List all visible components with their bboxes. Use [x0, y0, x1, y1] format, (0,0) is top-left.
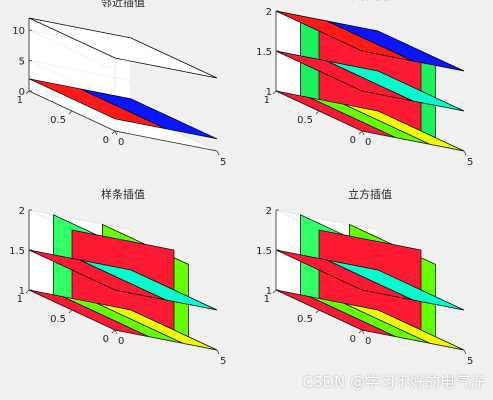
- y-tick-mark: [68, 110, 73, 115]
- y-tick-label: 0.5: [50, 314, 66, 325]
- slice-xy-segment: [326, 20, 465, 72]
- slice-xy-segment: [326, 259, 465, 311]
- y-tick-label: 0: [350, 135, 356, 146]
- x-tick-mark: [216, 150, 220, 156]
- z-tick-label: 1.5: [256, 246, 272, 257]
- y-tick-mark: [272, 90, 277, 95]
- y-tick-mark: [315, 110, 320, 115]
- y-tick-label: 0: [103, 334, 109, 345]
- y-tick-label: 1: [17, 294, 23, 305]
- chart-title: 样条插值: [101, 187, 145, 201]
- z-tick-label: 1: [266, 286, 272, 297]
- y-tick-mark: [68, 309, 73, 314]
- y-tick-label: 0.5: [50, 115, 66, 126]
- z-tick-label: 2: [266, 206, 272, 217]
- x-tick-label: 5: [220, 157, 226, 168]
- slice-xy-segment: [326, 60, 465, 112]
- x-axis-line: [361, 329, 465, 351]
- slice-xy-segment: [28, 17, 218, 79]
- x-tick-mark: [114, 329, 118, 335]
- y-tick-label: 0: [103, 135, 109, 146]
- y-tick-mark: [25, 289, 30, 294]
- x-tick-mark: [361, 130, 365, 136]
- z-tick-label: 2: [266, 7, 272, 18]
- z-tick-label: 1: [19, 286, 25, 297]
- chart-title: 双线性插值: [343, 0, 398, 2]
- x-tick-label: 5: [220, 356, 226, 367]
- x-axis-line: [114, 130, 218, 152]
- x-tick-label: 5: [467, 356, 473, 367]
- x-axis-line: [361, 130, 465, 152]
- x-tick-mark: [463, 150, 467, 156]
- x-tick-mark: [216, 349, 220, 355]
- y-tick-label: 1: [264, 95, 270, 106]
- y-tick-label: 0.5: [297, 115, 313, 126]
- y-tick-mark: [358, 130, 363, 135]
- y-tick-mark: [315, 309, 320, 314]
- chart-title: 邻近插值: [101, 0, 145, 9]
- y-tick-label: 0: [350, 334, 356, 345]
- y-tick-label: 1: [264, 294, 270, 305]
- y-tick-label: 0.5: [297, 314, 313, 325]
- slice-xy-segment: [79, 88, 218, 140]
- x-tick-mark: [463, 349, 467, 355]
- x-tick-label: 0: [118, 137, 124, 148]
- watermark: CSDN @学习不好的电气仔: [302, 373, 485, 391]
- x-tick-label: 5: [467, 157, 473, 168]
- y-tick-mark: [272, 289, 277, 294]
- chart-title: 立方插值: [348, 187, 392, 201]
- z-tick-label: 5: [19, 57, 25, 68]
- chart-panel-2: 0 5 0 0.5 11 1.5 2 双线性插值: [256, 0, 473, 168]
- chart-panel-3: 0 5 0 0.5 11 1.5 2 样条插值: [9, 187, 226, 367]
- x-axis-line: [114, 329, 218, 351]
- y-tick-mark: [111, 130, 116, 135]
- y-tick-mark: [358, 329, 363, 334]
- slice-xy-segment: [79, 259, 218, 311]
- y-tick-mark: [111, 329, 116, 334]
- chart-panel-4: 0 5 0 0.5 11 1.5 2 立方插值: [256, 187, 473, 367]
- z-tick-label: 1.5: [9, 246, 25, 257]
- z-tick-label: 0: [19, 87, 25, 98]
- y-tick-mark: [25, 90, 30, 95]
- z-tick-label: 1.5: [256, 47, 272, 58]
- z-tick-label: 10: [12, 26, 25, 37]
- x-tick-mark: [114, 130, 118, 136]
- y-tick-label: 1: [17, 95, 23, 106]
- x-tick-mark: [361, 329, 365, 335]
- x-tick-label: 0: [118, 336, 124, 347]
- z-tick-label: 2: [19, 206, 25, 217]
- x-tick-label: 0: [365, 336, 371, 347]
- z-tick-label: 1: [266, 87, 272, 98]
- x-tick-label: 0: [365, 137, 371, 148]
